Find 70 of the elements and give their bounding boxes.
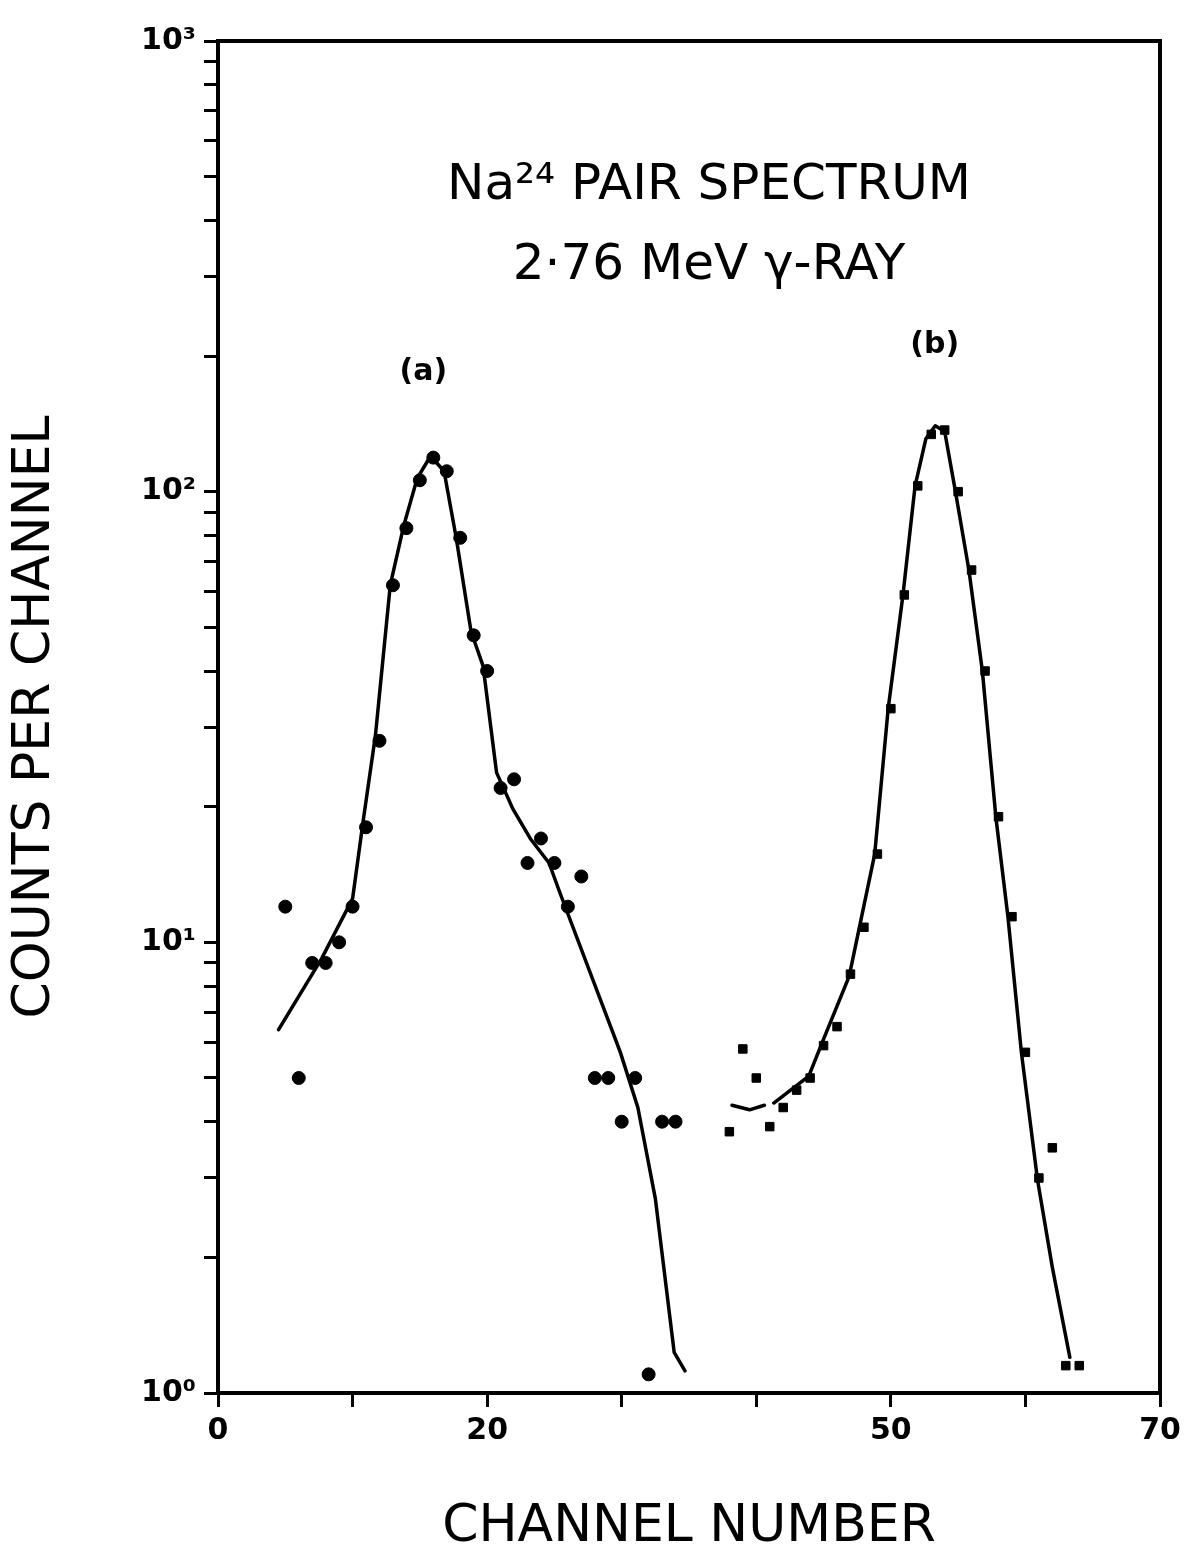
point (493, 781, 508, 796)
point (466, 628, 481, 643)
point (1061, 1360, 1071, 1371)
point (305, 955, 320, 970)
point (372, 733, 387, 748)
x-tick-label: 0 (207, 1410, 229, 1446)
point (1047, 1143, 1058, 1153)
point (805, 1073, 815, 1083)
annotation: (b) (910, 324, 960, 360)
x-tick-label: 70 (1139, 1410, 1181, 1446)
point (1074, 1360, 1084, 1371)
y-tick-label: 10¹ (141, 922, 196, 958)
point (899, 590, 910, 600)
point (939, 425, 950, 435)
point (533, 831, 548, 846)
point (1034, 1173, 1044, 1183)
point (574, 869, 589, 884)
point (601, 1071, 616, 1085)
point (359, 820, 374, 835)
point (507, 772, 522, 787)
point (318, 955, 333, 970)
y-tick-label: 10⁰ (141, 1372, 196, 1408)
point (859, 922, 869, 933)
point (765, 1121, 775, 1132)
point (547, 855, 562, 870)
point (480, 664, 495, 679)
y-axis-title: COUNTS PER CHANNEL (0, 415, 61, 1019)
point (412, 473, 427, 488)
point (886, 703, 896, 714)
point (872, 849, 883, 859)
point (332, 935, 347, 950)
y-tick-label: 10² (141, 471, 196, 507)
point (655, 1114, 670, 1129)
point (614, 1114, 629, 1129)
annotation: (a) (399, 352, 448, 388)
point (818, 1040, 829, 1051)
text: Na²⁴ PAIR SPECTRUM (447, 152, 971, 211)
point (520, 855, 535, 870)
point (345, 899, 360, 914)
point (832, 1021, 842, 1032)
point (628, 1071, 643, 1085)
point (724, 1126, 735, 1137)
point (980, 666, 990, 676)
point (1020, 1047, 1031, 1058)
point (845, 969, 856, 979)
point (738, 1044, 748, 1054)
point (926, 429, 936, 440)
point (587, 1071, 602, 1085)
point (385, 578, 400, 593)
point (278, 899, 293, 914)
point (778, 1102, 788, 1113)
y-tick-label: 10³ (141, 20, 196, 56)
point (641, 1367, 656, 1382)
point (426, 450, 441, 465)
point (913, 481, 923, 491)
point (453, 530, 468, 545)
point (291, 1071, 306, 1085)
point (399, 521, 414, 536)
x-tick-label: 20 (466, 1410, 509, 1446)
point (953, 486, 963, 497)
point (668, 1114, 683, 1129)
point (560, 899, 575, 914)
text: 2·76 MeV γ-RAY (512, 232, 906, 291)
x-axis-title: CHANNEL NUMBER (442, 1493, 936, 1554)
point (791, 1085, 802, 1095)
x-tick-label: 50 (869, 1410, 912, 1446)
point (966, 565, 977, 575)
point (993, 811, 1004, 822)
point (439, 464, 454, 479)
point (751, 1073, 762, 1083)
